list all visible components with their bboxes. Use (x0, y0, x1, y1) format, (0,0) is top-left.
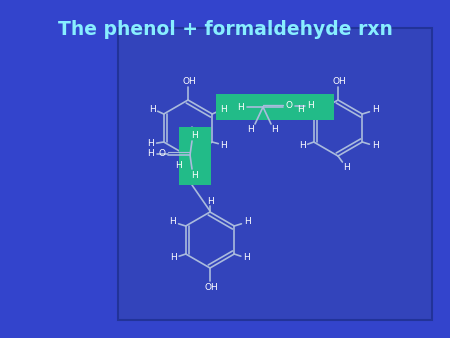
Text: H: H (342, 163, 349, 171)
Text: H: H (148, 140, 154, 148)
Text: O: O (285, 101, 292, 111)
Text: H: H (191, 170, 198, 179)
Text: H: H (243, 254, 250, 263)
Bar (118, 28, 432, 320)
Bar (216, 94, 334, 120)
Text: H: H (149, 104, 156, 114)
Text: OH: OH (204, 283, 218, 291)
Text: H: H (372, 105, 378, 115)
Text: H: H (175, 162, 181, 170)
Text: H: H (272, 125, 279, 135)
Text: H: H (207, 196, 213, 206)
Text: H: H (238, 102, 244, 112)
Text: H: H (372, 142, 378, 150)
Text: OH: OH (182, 77, 196, 87)
Bar (179, 127, 211, 185)
Text: H: H (220, 104, 227, 114)
Text: H: H (191, 130, 198, 140)
Text: H: H (297, 105, 304, 115)
Text: H: H (248, 125, 254, 135)
Text: H: H (220, 141, 227, 149)
Text: H: H (299, 142, 306, 150)
Text: H: H (171, 254, 177, 263)
Text: The phenol + formaldehyde rxn: The phenol + formaldehyde rxn (58, 20, 392, 39)
Text: H: H (308, 101, 315, 111)
Text: H: H (169, 217, 176, 226)
Text: OH: OH (332, 77, 346, 87)
Text: H: H (148, 149, 154, 159)
Text: O: O (158, 149, 166, 159)
Text: H: H (244, 217, 251, 226)
